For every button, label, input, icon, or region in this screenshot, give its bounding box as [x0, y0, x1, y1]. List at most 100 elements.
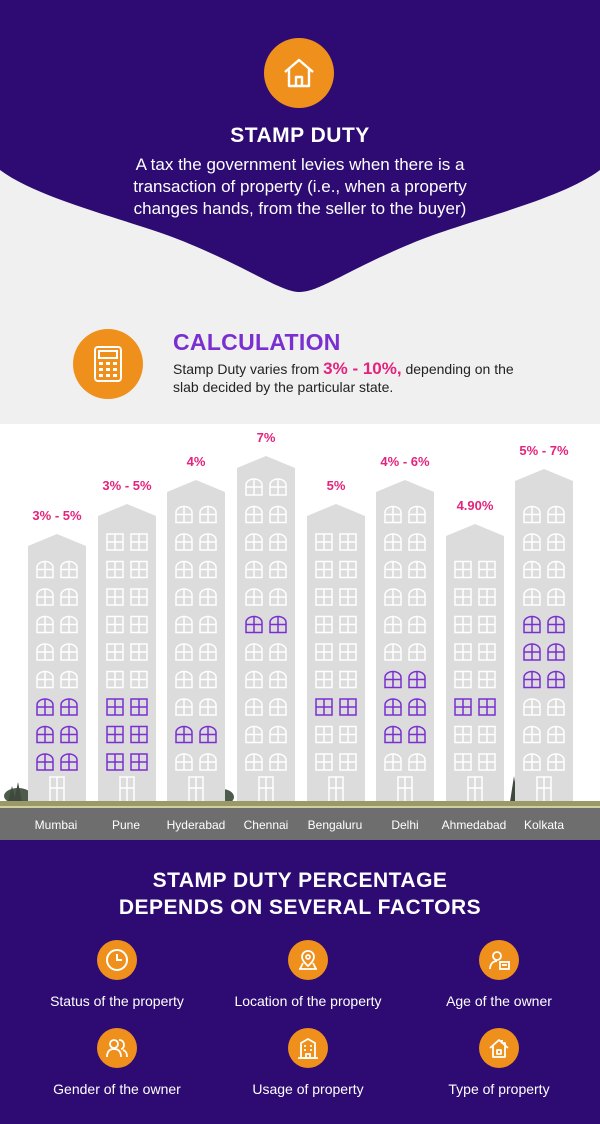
window	[199, 588, 217, 606]
house-icon	[264, 38, 334, 108]
window	[269, 670, 287, 689]
window	[478, 643, 496, 661]
building-ahmedabad	[446, 524, 504, 801]
factor-label: Type of property	[448, 1081, 550, 1097]
window	[315, 533, 333, 551]
window	[454, 753, 472, 771]
factor-age: Age of the owner	[399, 940, 599, 1009]
city-label-pune: Pune	[112, 818, 140, 832]
window	[454, 670, 472, 689]
door	[536, 776, 552, 801]
window	[384, 560, 402, 579]
window	[523, 643, 541, 661]
window	[454, 588, 472, 606]
window	[106, 560, 124, 579]
window	[454, 643, 472, 661]
city-label-bengaluru: Bengaluru	[308, 818, 363, 832]
window	[269, 478, 287, 496]
factors-title: STAMP DUTY PERCENTAGE DEPENDS ON SEVERAL…	[0, 867, 600, 921]
window	[269, 753, 287, 771]
door	[49, 776, 65, 801]
window	[130, 588, 148, 606]
window	[130, 643, 148, 661]
door	[119, 776, 135, 801]
window	[384, 725, 402, 744]
factor-gender: Gender of the owner	[17, 1028, 217, 1097]
window	[269, 725, 287, 744]
factor-label: Usage of property	[252, 1081, 364, 1097]
window	[547, 698, 565, 716]
window	[384, 753, 402, 771]
window	[175, 533, 193, 551]
window	[106, 698, 124, 716]
window	[454, 560, 472, 579]
window	[245, 753, 263, 771]
city-label-hyderabad: Hyderabad	[167, 818, 226, 832]
road-edge	[0, 801, 600, 806]
window	[60, 615, 78, 634]
window	[36, 560, 54, 579]
city-label-ahmedabad: Ahmedabad	[442, 818, 507, 832]
window	[130, 725, 148, 744]
window	[408, 753, 426, 771]
window	[245, 533, 263, 551]
tree-0	[8, 786, 16, 802]
window	[384, 533, 402, 551]
window	[269, 560, 287, 579]
page-title: STAMP DUTY	[230, 124, 370, 147]
factors-title-line1: STAMP DUTY PERCENTAGE	[152, 869, 448, 892]
window	[245, 615, 263, 634]
window	[478, 725, 496, 744]
window	[547, 615, 565, 634]
window	[523, 615, 541, 634]
factor-label: Status of the property	[50, 993, 184, 1009]
window	[175, 643, 193, 661]
window	[199, 725, 217, 744]
city-label-chennai: Chennai	[244, 818, 289, 832]
window	[36, 643, 54, 661]
window	[60, 725, 78, 744]
window	[408, 588, 426, 606]
window	[130, 615, 148, 634]
window	[269, 505, 287, 524]
window	[106, 753, 124, 771]
house-icon	[479, 1028, 519, 1068]
window	[315, 698, 333, 716]
window	[547, 505, 565, 524]
factor-label: Gender of the owner	[53, 1081, 181, 1097]
window	[547, 725, 565, 744]
window	[106, 725, 124, 744]
window	[60, 560, 78, 579]
window	[199, 670, 217, 689]
window	[245, 670, 263, 689]
building-hyderabad	[167, 480, 225, 801]
door	[188, 776, 204, 801]
stamp-duty-definition: A tax the government levies when there i…	[133, 155, 467, 218]
window	[245, 588, 263, 606]
window	[523, 505, 541, 524]
calculation-text: Stamp Duty varies from 3% - 10%, dependi…	[173, 360, 533, 396]
window	[269, 698, 287, 716]
window	[315, 670, 333, 689]
window	[269, 588, 287, 606]
window	[478, 588, 496, 606]
factor-label: Location of the property	[234, 993, 382, 1009]
window	[339, 670, 357, 689]
window	[199, 643, 217, 661]
door	[397, 776, 413, 801]
window	[478, 698, 496, 716]
window	[106, 533, 124, 551]
window	[339, 698, 357, 716]
tree-1	[14, 782, 22, 802]
calculator-icon	[73, 329, 143, 399]
window	[36, 753, 54, 771]
window	[339, 588, 357, 606]
window	[175, 560, 193, 579]
factor-location: Location of the property	[208, 940, 408, 1009]
window	[478, 753, 496, 771]
window	[269, 643, 287, 661]
window	[339, 753, 357, 771]
window	[199, 533, 217, 551]
window	[454, 615, 472, 634]
